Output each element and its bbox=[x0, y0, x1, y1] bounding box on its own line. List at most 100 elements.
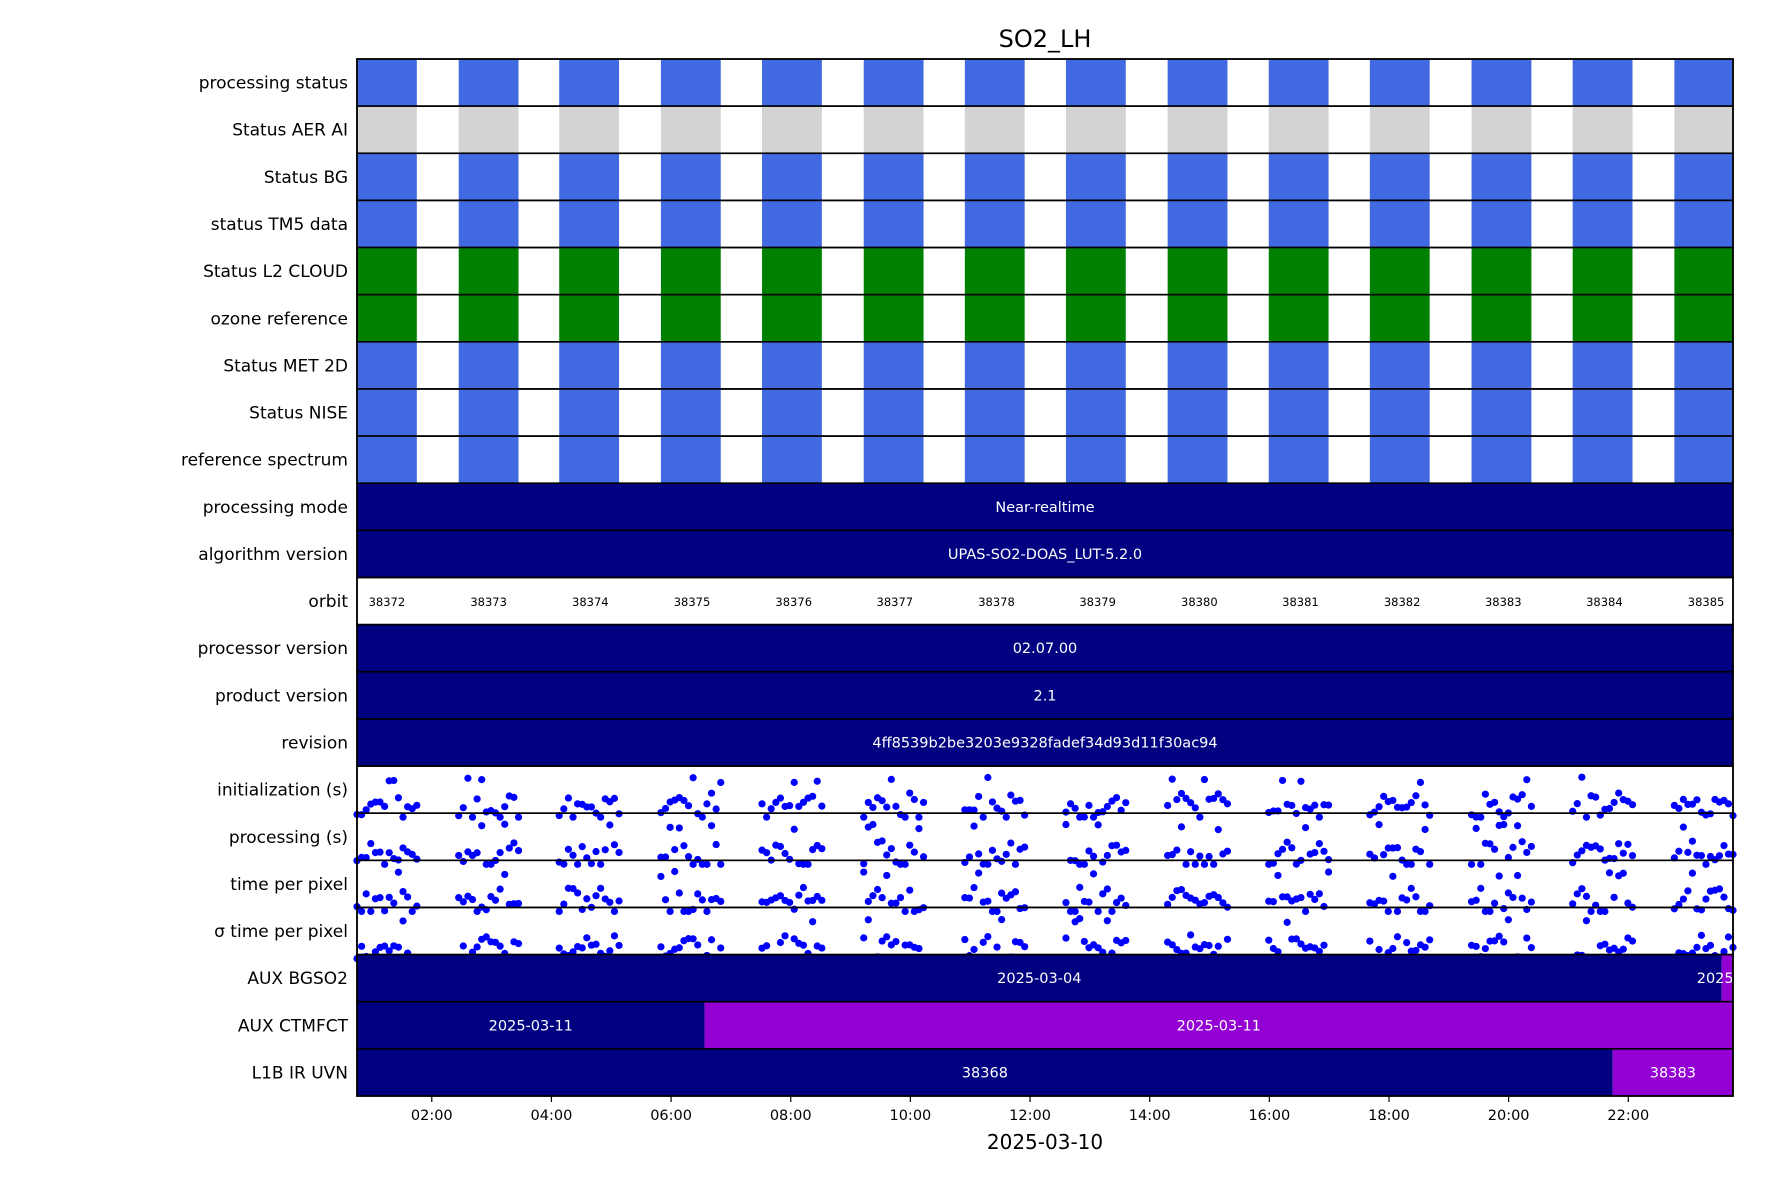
granule-bar bbox=[762, 106, 822, 154]
scatter-point bbox=[878, 797, 886, 805]
scatter-point bbox=[1324, 801, 1333, 809]
scatter-point bbox=[408, 907, 416, 916]
scatter-point bbox=[1191, 860, 1199, 868]
granule-bar bbox=[458, 247, 519, 295]
granule-bar bbox=[762, 153, 822, 201]
scatter-point bbox=[555, 907, 563, 916]
scatter-point bbox=[776, 938, 785, 947]
x-tick-label: 14:00 bbox=[1129, 1108, 1171, 1124]
scatter-point bbox=[1182, 860, 1190, 868]
scatter-point bbox=[1523, 934, 1531, 942]
scatter-point bbox=[574, 860, 582, 868]
scatter-point bbox=[878, 894, 886, 902]
scatter-point bbox=[1182, 794, 1190, 803]
scatter-point bbox=[505, 844, 513, 852]
scatter-point bbox=[455, 851, 463, 860]
scatter-point bbox=[860, 860, 868, 868]
scatter-point bbox=[491, 896, 500, 904]
scatter-point bbox=[1724, 800, 1733, 808]
scatter-point bbox=[1389, 872, 1397, 880]
scatter-point bbox=[1518, 894, 1526, 902]
scatter-point bbox=[1513, 871, 1522, 880]
scatter-point bbox=[1702, 860, 1710, 868]
scatter-point bbox=[901, 907, 909, 916]
scatter-point bbox=[1191, 804, 1199, 812]
scatter-point bbox=[965, 894, 974, 902]
scatter-point bbox=[555, 944, 563, 952]
granule-bar bbox=[458, 59, 519, 107]
granule-bar bbox=[1674, 247, 1733, 295]
scatter-point bbox=[1679, 895, 1687, 903]
segment-bar bbox=[357, 671, 1733, 719]
scatter-point bbox=[717, 897, 725, 906]
row-4: Status L2 CLOUD bbox=[203, 246, 1734, 296]
scatter-point bbox=[1472, 942, 1480, 951]
scatter-point bbox=[1702, 895, 1710, 903]
row-label: algorithm version bbox=[198, 545, 348, 565]
scatter-point bbox=[1210, 860, 1218, 868]
scatter-point bbox=[1002, 813, 1010, 821]
granule-bar bbox=[1572, 294, 1633, 342]
row-14: revision 4ff8539b2be3203e9328fadef34d93d1… bbox=[281, 718, 1734, 767]
segment-label: 4ff8539b2be3203e9328fadef34d93d11f30ac94 bbox=[872, 735, 1217, 751]
scatter-point bbox=[358, 942, 366, 950]
scatter-point bbox=[883, 933, 891, 941]
granule-bar bbox=[1369, 200, 1430, 248]
scatter-point bbox=[970, 822, 978, 830]
scatter-point bbox=[413, 902, 421, 910]
scatter-point bbox=[1122, 799, 1130, 807]
granule-bar bbox=[762, 341, 822, 389]
scatter-point bbox=[385, 849, 393, 857]
granule-bar bbox=[458, 153, 519, 201]
granule-bar bbox=[660, 294, 721, 342]
row-2: Status BG bbox=[264, 152, 1734, 202]
scatter-point bbox=[408, 850, 416, 858]
granule-bar bbox=[660, 59, 721, 107]
scatter-point bbox=[1062, 899, 1070, 907]
scatter-point bbox=[1016, 938, 1024, 947]
scatter-point bbox=[1403, 896, 1411, 904]
orbit-label: 38372 bbox=[369, 595, 406, 609]
scatter-point bbox=[367, 839, 375, 848]
granule-bar bbox=[1268, 436, 1329, 484]
granule-bar bbox=[660, 247, 721, 295]
orbit-label: 38385 bbox=[1688, 595, 1725, 609]
scatter-point bbox=[763, 942, 771, 950]
scatter-point bbox=[583, 934, 591, 942]
granule-bar bbox=[1065, 341, 1126, 389]
scatter-point bbox=[1380, 792, 1388, 800]
scatter-point bbox=[878, 837, 886, 845]
scatter-point bbox=[707, 822, 716, 830]
scatter-point bbox=[1403, 939, 1411, 947]
scatter-point bbox=[1274, 850, 1282, 858]
scatter-point bbox=[1177, 885, 1186, 894]
scatter-point bbox=[610, 932, 619, 940]
scatter-point bbox=[1416, 848, 1425, 856]
granule-bar bbox=[1572, 436, 1633, 484]
scatter-point bbox=[883, 851, 891, 859]
row-frame bbox=[356, 906, 1734, 956]
scatter-point bbox=[496, 885, 504, 893]
segment-label: 2025-03-04 bbox=[997, 971, 1081, 987]
scatter-point bbox=[592, 847, 600, 856]
scatter-point bbox=[1720, 893, 1728, 901]
scatter-point bbox=[1688, 869, 1697, 877]
x-tick-label: 20:00 bbox=[1488, 1108, 1530, 1124]
scatter-point bbox=[473, 907, 481, 916]
scatter-point bbox=[1619, 849, 1627, 857]
scatter-point bbox=[459, 804, 467, 812]
scatter-point bbox=[790, 778, 798, 786]
granule-bar bbox=[863, 200, 924, 248]
scatter-point bbox=[1375, 803, 1383, 811]
scatter-point bbox=[1278, 776, 1287, 785]
scatter-point bbox=[689, 774, 697, 782]
scatter-point bbox=[1223, 935, 1232, 943]
granule-bar bbox=[357, 436, 417, 484]
granule-bar bbox=[964, 106, 1025, 154]
granule-bar bbox=[964, 59, 1025, 107]
scatter-point bbox=[496, 942, 504, 950]
scatter-point bbox=[707, 789, 716, 797]
scatter-point bbox=[1500, 904, 1508, 913]
granule-bar bbox=[458, 294, 519, 342]
